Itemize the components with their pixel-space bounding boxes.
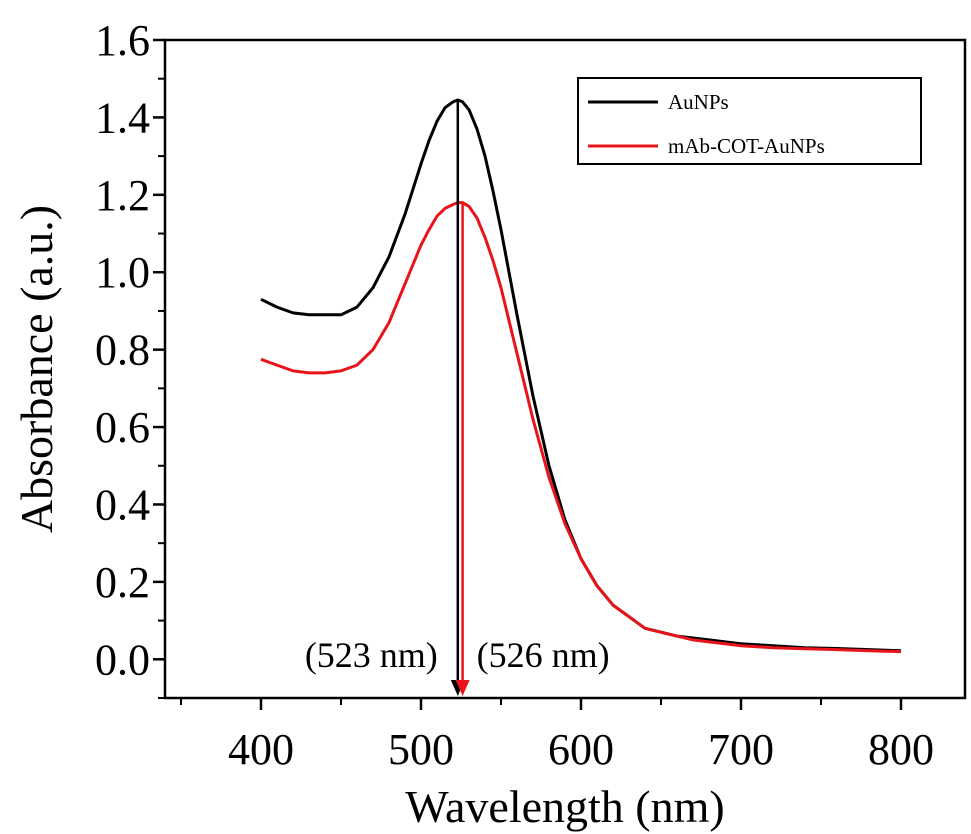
series-line-mab-cot-aunps bbox=[260, 201, 902, 654]
peak-label-523: (523 nm) bbox=[305, 635, 438, 675]
axis-ticks bbox=[153, 38, 903, 710]
x-tick-label: 600 bbox=[548, 725, 614, 774]
legend-label-mab-cot-aunps: mAb-COT-AuNPs bbox=[668, 134, 825, 158]
series-line-aunps bbox=[260, 98, 902, 653]
y-tick-label: 0.8 bbox=[95, 326, 150, 375]
y-tick-label: 0.0 bbox=[95, 635, 150, 684]
annotations-group: (523 nm) (526 nm) bbox=[305, 99, 610, 696]
legend: AuNPs mAb-COT-AuNPs bbox=[577, 77, 922, 165]
x-tick-label: 700 bbox=[708, 725, 774, 774]
peak-arrow-head-526 bbox=[455, 680, 470, 696]
x-tick-label: 500 bbox=[388, 725, 454, 774]
x-tick-label: 400 bbox=[228, 725, 294, 774]
y-tick-label: 0.4 bbox=[95, 480, 150, 529]
y-axis-title: Absorbance (a.u.) bbox=[11, 205, 62, 533]
legend-label-aunps: AuNPs bbox=[668, 90, 729, 114]
x-tick-label: 800 bbox=[868, 725, 934, 774]
x-axis-title: Wavelength (nm) bbox=[405, 781, 724, 832]
peak-label-526: (526 nm) bbox=[477, 635, 610, 675]
series-group bbox=[260, 98, 902, 654]
y-tick-label: 0.6 bbox=[95, 403, 150, 452]
y-tick-label: 1.6 bbox=[95, 16, 150, 65]
axis-tick-labels: 400 500 600 700 800 0.0 0.2 0.4 0.6 0.8 1.0 1.2 1.4 1… bbox=[95, 16, 934, 774]
y-tick-label: 1.4 bbox=[95, 93, 150, 142]
y-tick-label: 0.2 bbox=[95, 558, 150, 607]
y-tick-label: 1.2 bbox=[95, 171, 150, 220]
legend-box bbox=[577, 77, 922, 165]
plot-frame bbox=[163, 38, 967, 700]
y-tick-label: 1.0 bbox=[95, 248, 150, 297]
